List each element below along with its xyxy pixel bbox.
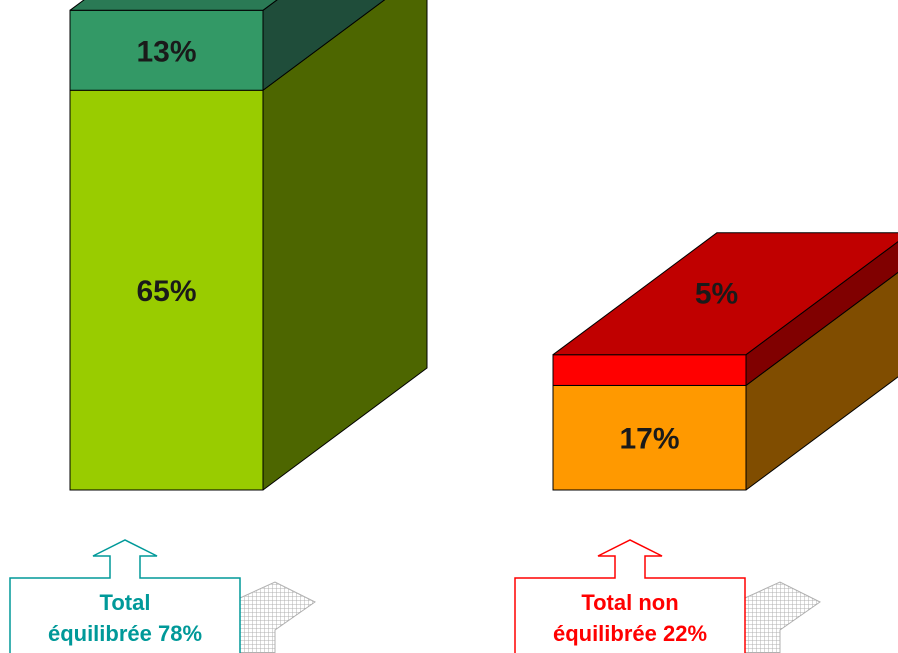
callout-arrow-box-1 — [9, 539, 241, 653]
callout-arrow-box-2 — [514, 539, 746, 653]
callout-line1-2: Total non — [581, 590, 678, 615]
bar-stack-1: 65% 13% — [69, 0, 428, 491]
callout-line2-2: équilibrée 22% — [553, 621, 707, 646]
segment-front-2-2 — [552, 354, 747, 386]
bar-stack-2: 17% 5% — [552, 232, 898, 491]
data-label-2-1: 17% — [619, 423, 679, 456]
bar-top-face-1 — [69, 0, 278, 11]
callout-line2-1: équilibrée 78% — [48, 621, 202, 646]
data-label-2-2: 5% — [695, 278, 738, 311]
callout-1: Total équilibrée 78% — [9, 539, 316, 653]
data-label-1-2: 13% — [136, 35, 196, 68]
segment-side-1-1 — [262, 0, 428, 491]
callout-line1-1: Total — [100, 590, 151, 615]
segment-front-1-1 — [69, 89, 264, 491]
callout-2: Total non équilibrée 22% — [514, 539, 821, 653]
callout-shadow-1 — [239, 581, 316, 653]
segment-front-1-2 — [69, 9, 264, 91]
callout-shadow-2 — [744, 581, 821, 653]
bar-top-face-2 — [552, 232, 898, 356]
data-label-1-1: 65% — [136, 275, 196, 308]
